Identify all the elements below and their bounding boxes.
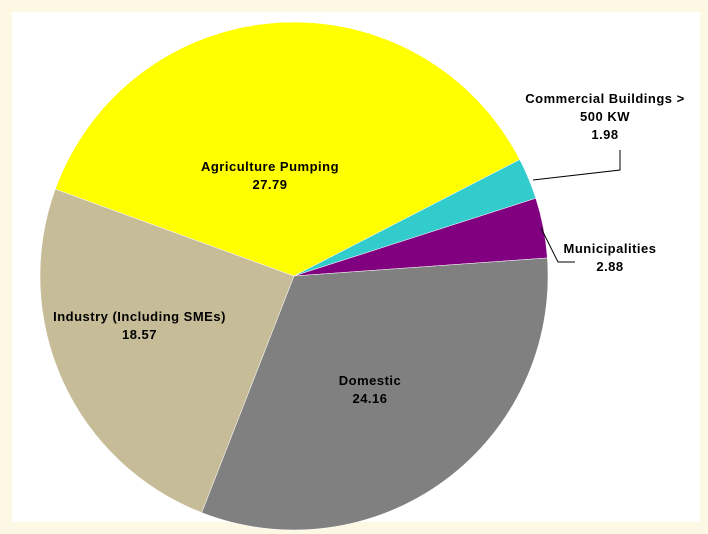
value-label: 24.16 [352, 391, 388, 406]
category-name: Municipalities [563, 241, 657, 256]
category-name: Commercial Buildings > 500 KW [525, 91, 685, 124]
value-label: 27.79 [252, 177, 288, 192]
value-label: 18.57 [121, 327, 158, 342]
leader-line [532, 150, 621, 181]
pie-slice [54, 21, 521, 277]
slice-label: Agriculture Pumping 27.79 [170, 158, 370, 194]
slice-label: Municipalities 2.88 [560, 240, 660, 276]
category-name: Industry (Including SMEs) [53, 309, 226, 324]
slice-label: Industry (Including SMEs) 18.57 [52, 308, 227, 344]
slice-label: Commercial Buildings > 500 KW 1.98 [525, 90, 685, 144]
pie-slice [39, 188, 295, 513]
leader-line [540, 227, 575, 263]
value-label: 1.98 [591, 127, 619, 142]
category-name: Agriculture Pumping [200, 159, 340, 174]
value-label: 2.88 [596, 259, 624, 274]
pie-slice [201, 257, 549, 531]
category-name: Domestic [338, 373, 402, 388]
slice-label: Domestic 24.16 [300, 372, 440, 408]
